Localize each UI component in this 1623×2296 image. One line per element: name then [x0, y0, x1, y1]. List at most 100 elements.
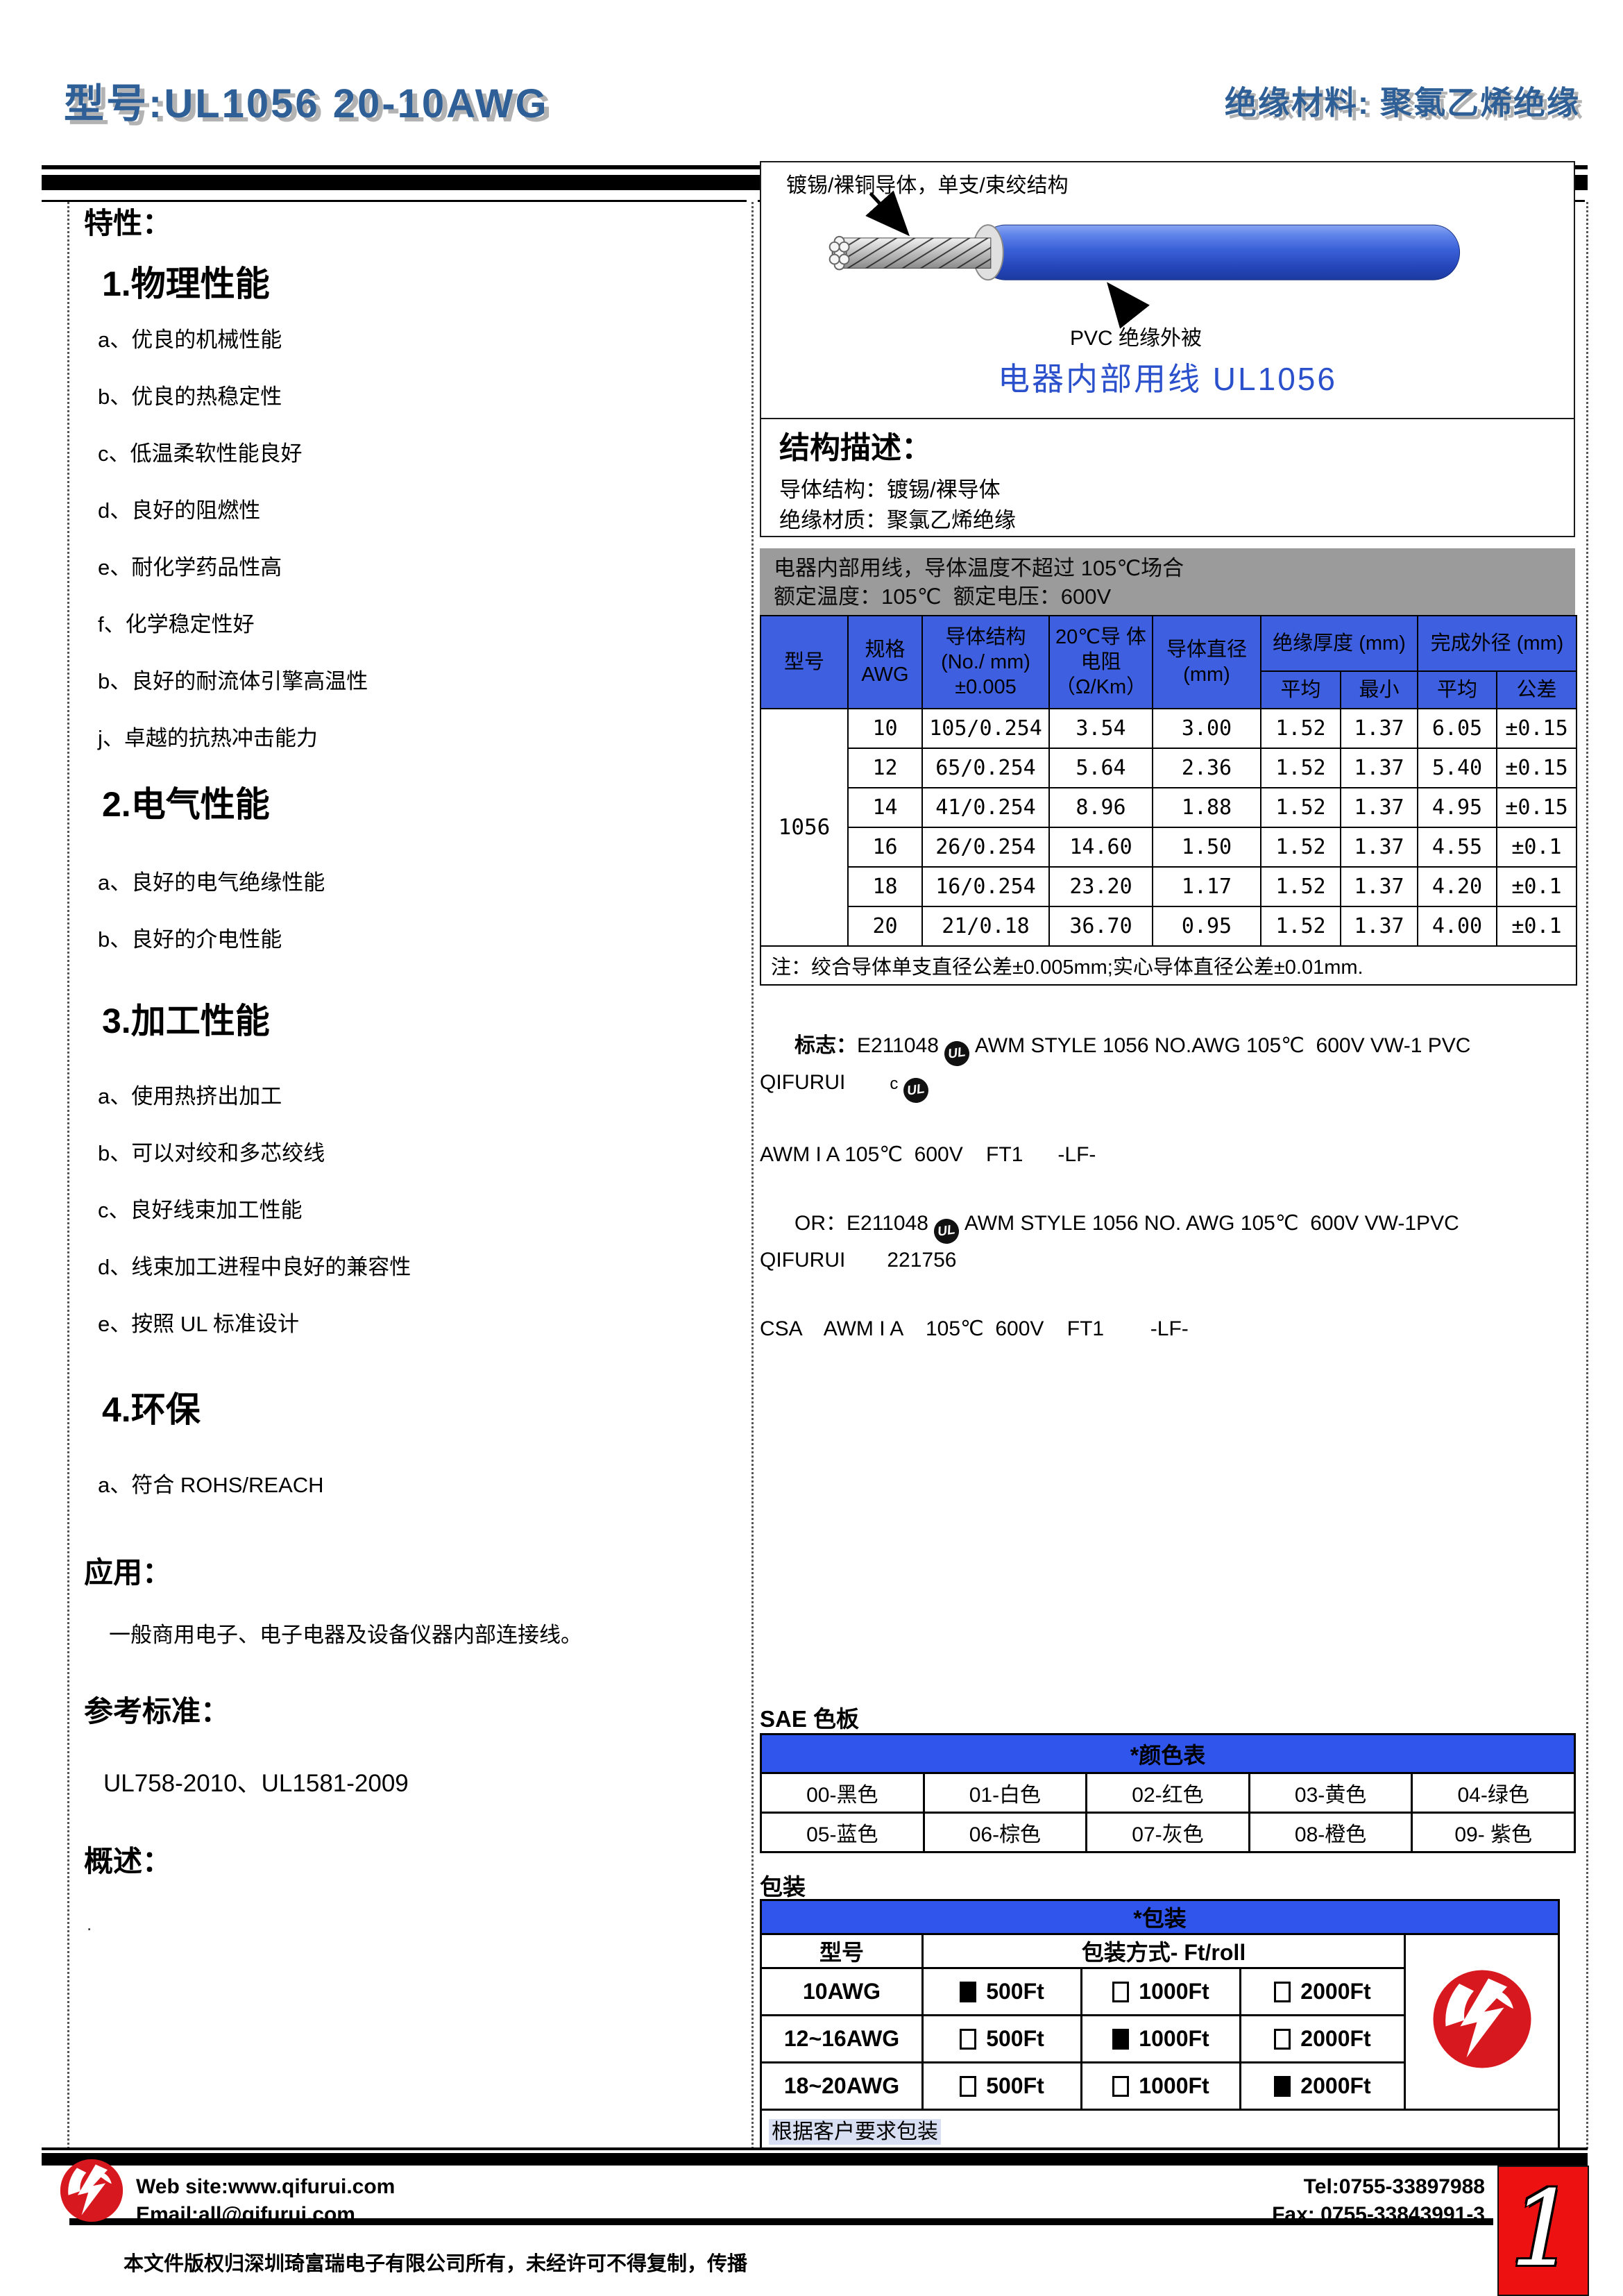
feature-item: b、可以对绞和多芯绞线: [98, 1141, 325, 1165]
feature-item: j、卓越的抗热冲击能力: [98, 726, 318, 750]
table-row: 05-蓝色 06-棕色 07-灰色 08-橙色 09- 紫色: [760, 1812, 1576, 1853]
col-header-od-group: 完成外径 (mm): [1417, 615, 1577, 672]
checkbox-icon: [1274, 2076, 1291, 2097]
col-header-model: 型号: [760, 615, 849, 709]
brand-logo-cell: [1403, 1933, 1561, 2111]
marking-line-2: AWM I A 105℃ 600V FT1 -LF-: [760, 1143, 1096, 1166]
table-row: 12 65/0.254 5.64 2.36 1.52 1.37 5.40 ±0.…: [760, 748, 1577, 788]
option-label: 1000Ft: [1139, 2073, 1209, 2098]
reference-text: UL758-2010、UL1581-2009: [103, 1770, 409, 1797]
packaging-model: 18~20AWG: [760, 2061, 924, 2111]
footer-website: Web site:www.qifurui.com: [136, 2175, 396, 2198]
section-heading-processing: 3.加工性能: [102, 1002, 270, 1040]
col-header-tol: 公差: [1496, 670, 1577, 709]
rating-line-values: 额定温度：105℃ 额定电压：600V: [774, 584, 1112, 609]
spec-cell: 4.00: [1417, 906, 1497, 947]
checkbox-icon: [1274, 2029, 1291, 2050]
wire-illustration: [829, 190, 1461, 329]
checkbox-icon: [1112, 1982, 1130, 2002]
table-row: 1056 10 105/0.254 3.54 3.00 1.52 1.37 6.…: [760, 708, 1577, 947]
spec-cell: 1.52: [1260, 748, 1341, 788]
section-heading-electrical: 2.电气性能: [102, 785, 270, 824]
application-heading: 应用：: [84, 1556, 172, 1589]
col-header-avg: 平均: [1260, 670, 1341, 709]
spec-cell: 23.20: [1048, 866, 1153, 907]
spec-cell: 20: [847, 906, 923, 947]
overview-placeholder: .: [87, 1914, 92, 1934]
option-label: 2000Ft: [1300, 2026, 1371, 2051]
footer-rule-bottom: [69, 2218, 1493, 2225]
sae-heading: SAE 色板: [760, 1706, 860, 1732]
cul-prefix: c: [890, 1074, 899, 1093]
packaging-option: 1000Ft: [1080, 2014, 1241, 2063]
left-dashed-border: [67, 202, 69, 2149]
spec-cell: 2.36: [1152, 748, 1261, 788]
page-number: 1: [1510, 2169, 1577, 2290]
color-cell: 07-灰色: [1085, 1812, 1250, 1853]
packaging-note: 根据客户要求包装: [759, 2109, 1561, 2150]
checkbox-icon: [960, 2076, 977, 2097]
section-heading-physical: 1.物理性能: [102, 264, 270, 303]
feature-item: a、使用热挤出加工: [98, 1084, 282, 1108]
color-cell: 02-红色: [1085, 1772, 1250, 1814]
spec-cell: 6.05: [1417, 708, 1497, 749]
column-divider: [751, 202, 754, 2149]
feature-item: a、符合 ROHS/REACH: [98, 1473, 324, 1497]
table-row: 14 41/0.254 8.96 1.88 1.52 1.37 4.95 ±0.…: [760, 787, 1577, 828]
table-row: 18~20AWG 500Ft 1000Ft 2000Ft: [760, 2061, 1559, 2111]
marking-label: 标志：: [794, 1034, 858, 1057]
packaging-table-title: *包装: [759, 1899, 1561, 1935]
table-row: 型号 包装方式- Ft/roll: [760, 1933, 1561, 2111]
checkbox-icon: [1112, 2076, 1130, 2097]
spec-cell: 1.52: [1260, 708, 1341, 749]
spec-cell: 3.00: [1152, 708, 1261, 749]
spec-cell: 8.96: [1048, 787, 1153, 828]
feature-item: f、化学稳定性好: [98, 612, 255, 636]
checkbox-icon: [1112, 2029, 1130, 2050]
wire-diagram-box: 镀锡/裸铜导体，单支/束绞结构 PVC 绝缘外被 电器内部用线 UL1056: [760, 161, 1575, 434]
spec-model-value: 1056: [760, 708, 849, 947]
spec-cell: ±0.15: [1496, 708, 1577, 749]
packaging-option: 1000Ft: [1080, 1967, 1241, 2016]
marking-line-3: OR：E211048 UL AWM STYLE 1056 NO. AWG 105℃ …: [760, 1174, 1586, 1310]
spec-cell: 1.52: [1260, 827, 1341, 868]
spec-cell: ±0.1: [1496, 906, 1577, 947]
spec-cell: 4.55: [1417, 827, 1497, 868]
csa-file-number: 221756: [887, 1249, 957, 1272]
packaging-model: 10AWG: [760, 1967, 924, 2016]
ul-logo-icon: UL: [932, 1217, 961, 1246]
table-row: 18 16/0.254 23.20 1.17 1.52 1.37 4.20 ±0…: [760, 866, 1577, 907]
spec-cell: 16/0.254: [921, 866, 1050, 907]
section-heading-environment: 4.环保: [102, 1390, 201, 1429]
checkbox-icon: [1274, 1982, 1291, 2002]
spec-cell: 14.60: [1048, 827, 1153, 868]
feature-item: d、线束加工进程中良好的兼容性: [98, 1255, 411, 1279]
feature-item: a、良好的电气绝缘性能: [98, 870, 325, 895]
ul-logo-icon: UL: [942, 1039, 971, 1068]
color-table-title: *颜色表: [760, 1733, 1576, 1774]
option-label: 500Ft: [986, 2073, 1044, 2098]
checkbox-icon: [960, 2029, 977, 2050]
spec-note: 注：绞合导体单支直径公差±0.005mm;实心导体直径公差±0.01mm.: [760, 945, 1577, 986]
feature-item: c、低温柔软性能良好: [98, 441, 303, 466]
packaging-note-text: 根据客户要求包装: [769, 2118, 941, 2145]
packaging-option: 2000Ft: [1239, 2014, 1406, 2063]
spec-cell: 1.17: [1152, 866, 1261, 907]
color-cell: 00-黑色: [760, 1772, 925, 1814]
feature-item: a、优良的机械性能: [98, 328, 282, 352]
packaging-table: *包装 型号 包装方式- Ft/roll 10AWG 500Ft 1000Ft …: [759, 1899, 1561, 2150]
table-row: 12~16AWG 500Ft 1000Ft 2000Ft: [760, 2014, 1559, 2063]
spec-cell: 26/0.254: [921, 827, 1050, 868]
col-header-thickness-group: 绝缘厚度 (mm): [1260, 615, 1418, 672]
table-row: 20 21/0.18 36.70 0.95 1.52 1.37 4.00 ±0.…: [760, 906, 1577, 947]
col-header-resistance: 20℃导 体电阻 （Ω/Km）: [1048, 615, 1153, 709]
packaging-col-method: 包装方式- Ft/roll: [921, 1933, 1406, 1969]
spec-cell: 14: [847, 787, 923, 828]
spec-cell: 1.37: [1340, 787, 1418, 828]
spec-cell: 1.37: [1340, 827, 1418, 868]
color-cell: 01-白色: [922, 1772, 1088, 1814]
spec-cell: 1.37: [1340, 906, 1418, 947]
feature-item: b、优良的热稳定性: [98, 385, 282, 409]
color-table: *颜色表 00-黑色 01-白色 02-红色 03-黄色 04-绿色 05-蓝色…: [760, 1733, 1576, 1853]
spec-cell: 1.37: [1340, 748, 1418, 788]
